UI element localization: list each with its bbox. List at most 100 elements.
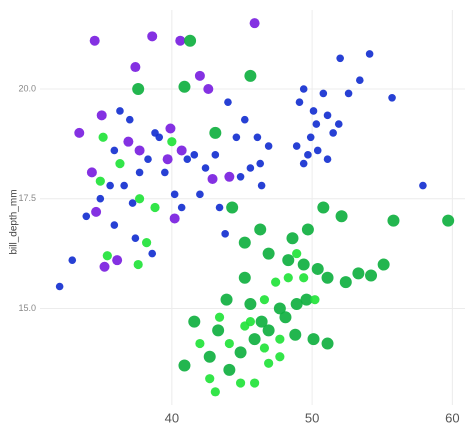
point bbox=[387, 214, 400, 227]
point bbox=[352, 267, 365, 280]
point bbox=[224, 171, 235, 182]
x-tick-label: 40 bbox=[165, 410, 179, 425]
point bbox=[442, 214, 455, 227]
point bbox=[147, 31, 158, 42]
point bbox=[249, 18, 260, 29]
point bbox=[194, 70, 205, 81]
point bbox=[128, 199, 137, 207]
point bbox=[82, 212, 91, 221]
point bbox=[102, 251, 112, 261]
point bbox=[365, 50, 374, 58]
point bbox=[161, 168, 169, 177]
point bbox=[169, 213, 180, 224]
x-tick-label: 60 bbox=[445, 410, 459, 425]
point bbox=[96, 110, 107, 121]
point bbox=[224, 98, 232, 106]
point bbox=[106, 181, 114, 190]
point bbox=[289, 328, 302, 341]
y-tick-label: 20.0 bbox=[18, 83, 36, 93]
point bbox=[196, 190, 204, 199]
point bbox=[295, 98, 304, 106]
point bbox=[205, 374, 215, 384]
point bbox=[86, 167, 97, 178]
point bbox=[292, 142, 301, 150]
point bbox=[306, 133, 315, 142]
point bbox=[240, 115, 249, 124]
point bbox=[123, 136, 134, 147]
point bbox=[201, 164, 210, 172]
point bbox=[177, 203, 186, 212]
point bbox=[175, 35, 186, 46]
point bbox=[116, 107, 124, 115]
point bbox=[125, 115, 134, 124]
point bbox=[275, 352, 285, 362]
point bbox=[183, 155, 192, 164]
point bbox=[74, 127, 85, 138]
point bbox=[299, 273, 309, 283]
point bbox=[336, 54, 344, 63]
point bbox=[264, 142, 273, 150]
point bbox=[148, 249, 157, 258]
point bbox=[234, 346, 247, 359]
point bbox=[300, 293, 313, 306]
point bbox=[98, 132, 108, 142]
point bbox=[257, 181, 266, 190]
point bbox=[321, 271, 334, 284]
point bbox=[135, 168, 144, 177]
point bbox=[224, 338, 234, 349]
point bbox=[215, 203, 224, 212]
y-tick-label: 15.0 bbox=[18, 303, 36, 313]
point bbox=[271, 277, 281, 287]
point bbox=[221, 230, 229, 238]
point bbox=[203, 84, 214, 94]
point bbox=[134, 145, 145, 156]
point bbox=[184, 34, 197, 47]
point bbox=[313, 146, 322, 155]
point bbox=[214, 312, 225, 322]
point bbox=[110, 146, 119, 155]
point bbox=[323, 111, 332, 120]
point bbox=[317, 201, 330, 214]
point bbox=[68, 256, 77, 264]
point bbox=[89, 35, 100, 46]
point bbox=[319, 89, 328, 98]
point bbox=[246, 164, 255, 172]
series bbox=[74, 18, 260, 272]
point bbox=[310, 295, 320, 305]
point bbox=[244, 298, 257, 311]
point bbox=[299, 85, 308, 93]
point bbox=[419, 181, 427, 190]
point bbox=[262, 324, 275, 337]
point bbox=[155, 133, 164, 142]
series bbox=[55, 50, 427, 291]
point bbox=[210, 387, 220, 397]
point bbox=[323, 155, 332, 164]
point bbox=[142, 238, 152, 248]
y-tick-label: 17.5 bbox=[18, 193, 36, 203]
point bbox=[273, 302, 286, 315]
point bbox=[309, 107, 318, 115]
point bbox=[329, 129, 337, 137]
point bbox=[165, 123, 176, 134]
point bbox=[248, 333, 261, 346]
point bbox=[223, 363, 236, 376]
point bbox=[256, 159, 265, 168]
point bbox=[226, 201, 239, 214]
point bbox=[236, 172, 245, 181]
point bbox=[307, 333, 320, 346]
point bbox=[334, 120, 343, 128]
point bbox=[275, 334, 285, 344]
point bbox=[253, 133, 262, 142]
point bbox=[176, 145, 187, 156]
x-tick-label: 50 bbox=[305, 410, 319, 425]
point bbox=[115, 159, 125, 169]
point bbox=[339, 276, 352, 289]
point bbox=[188, 315, 201, 328]
point bbox=[110, 221, 119, 229]
point bbox=[133, 259, 143, 270]
point bbox=[144, 155, 152, 164]
point bbox=[238, 236, 251, 249]
point bbox=[299, 159, 308, 168]
point bbox=[167, 137, 177, 147]
point bbox=[283, 273, 293, 283]
